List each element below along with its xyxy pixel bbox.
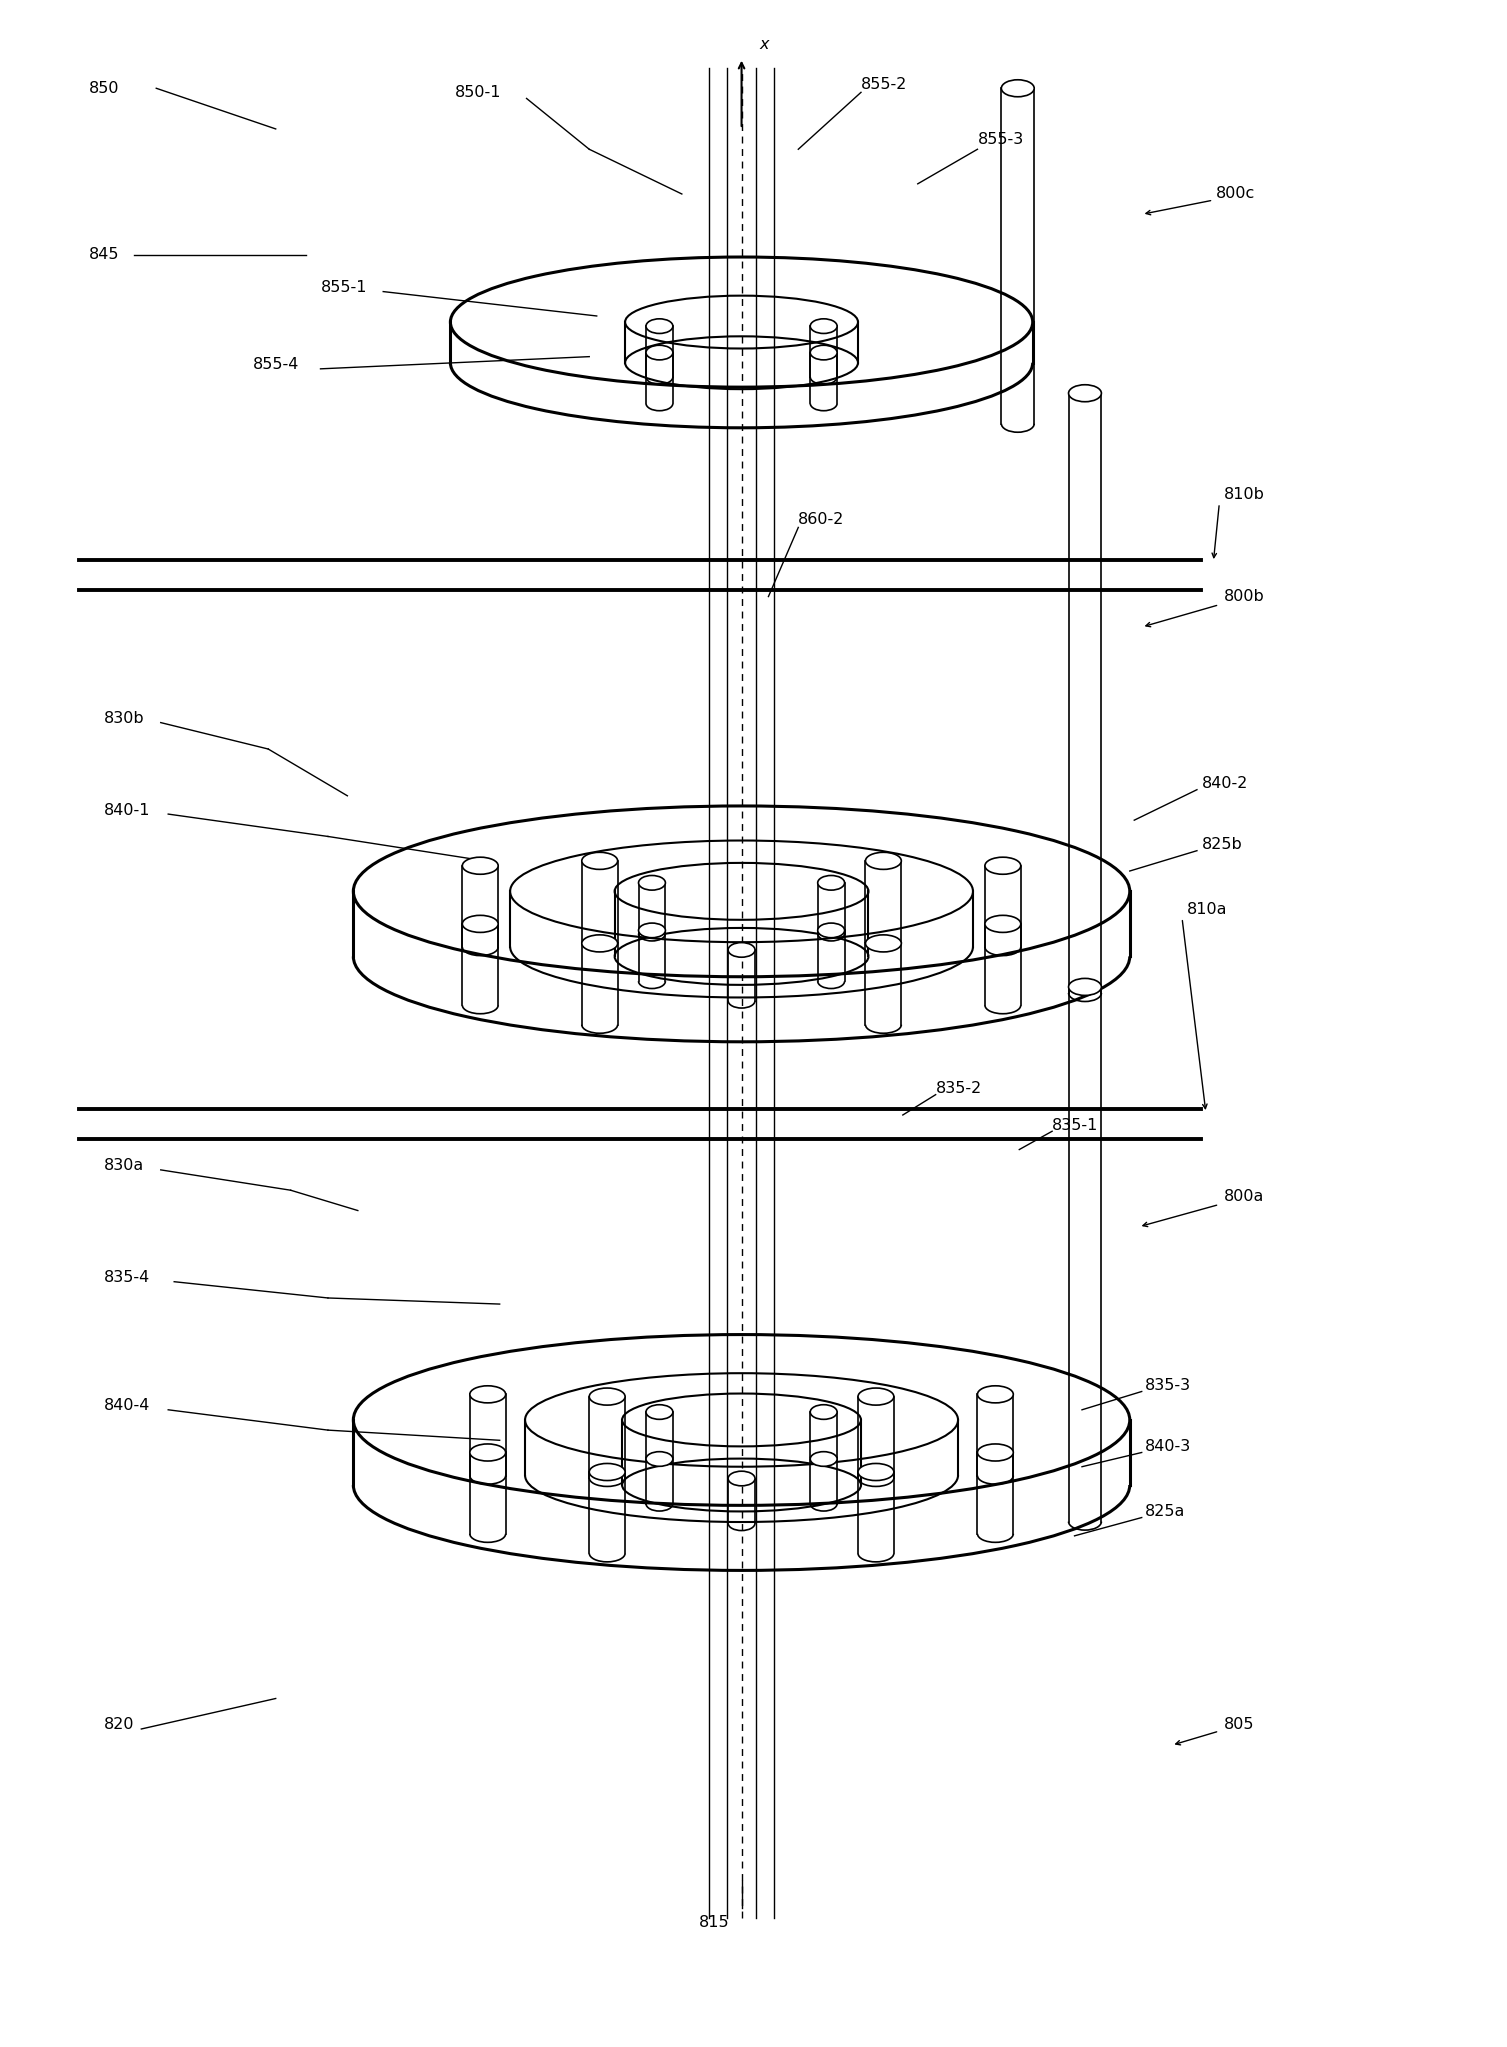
Text: 825b: 825b <box>1201 837 1242 852</box>
Ellipse shape <box>728 1472 755 1486</box>
Text: 815: 815 <box>699 1914 729 1930</box>
Ellipse shape <box>865 935 901 952</box>
Ellipse shape <box>639 876 666 890</box>
Ellipse shape <box>818 876 844 890</box>
Text: 840-1: 840-1 <box>104 802 151 817</box>
Ellipse shape <box>865 852 901 870</box>
Ellipse shape <box>811 346 836 360</box>
Text: 855-1: 855-1 <box>321 280 368 295</box>
Ellipse shape <box>1068 385 1102 401</box>
Ellipse shape <box>818 923 844 938</box>
Ellipse shape <box>582 852 618 870</box>
Text: 860-2: 860-2 <box>799 512 844 526</box>
Ellipse shape <box>470 1386 506 1402</box>
Text: 850-1: 850-1 <box>455 84 502 100</box>
Ellipse shape <box>857 1388 894 1404</box>
Text: 840-2: 840-2 <box>1201 776 1248 790</box>
Text: 800a: 800a <box>1224 1189 1264 1204</box>
Text: x: x <box>760 37 769 51</box>
Ellipse shape <box>463 858 499 874</box>
Ellipse shape <box>647 1404 672 1419</box>
Text: 855-3: 855-3 <box>978 131 1023 147</box>
Ellipse shape <box>811 319 836 334</box>
Text: 830b: 830b <box>104 710 145 727</box>
Ellipse shape <box>986 915 1020 933</box>
Ellipse shape <box>639 923 666 938</box>
Text: 830a: 830a <box>104 1159 145 1173</box>
Text: 835-3: 835-3 <box>1145 1378 1191 1392</box>
Text: 800b: 800b <box>1224 590 1264 604</box>
Text: 855-2: 855-2 <box>860 76 907 92</box>
Ellipse shape <box>978 1386 1013 1402</box>
Ellipse shape <box>1068 978 1102 995</box>
Ellipse shape <box>978 1443 1013 1462</box>
Ellipse shape <box>811 1451 836 1466</box>
Text: 840-4: 840-4 <box>104 1398 151 1412</box>
Text: 855-4: 855-4 <box>253 358 300 373</box>
Ellipse shape <box>589 1388 625 1404</box>
Text: 805: 805 <box>1224 1717 1254 1732</box>
Ellipse shape <box>589 1464 625 1480</box>
Ellipse shape <box>582 935 618 952</box>
Text: 800c: 800c <box>1216 186 1255 201</box>
Ellipse shape <box>728 942 755 958</box>
Text: 835-4: 835-4 <box>104 1269 151 1286</box>
Ellipse shape <box>647 1451 672 1466</box>
Text: 840-3: 840-3 <box>1145 1439 1191 1453</box>
Text: 810b: 810b <box>1224 487 1264 502</box>
Ellipse shape <box>647 319 672 334</box>
Ellipse shape <box>857 1464 894 1480</box>
Text: 820: 820 <box>104 1717 134 1732</box>
Ellipse shape <box>463 915 499 933</box>
Text: 845: 845 <box>89 248 119 262</box>
Text: 825a: 825a <box>1145 1505 1185 1519</box>
Text: 835-2: 835-2 <box>936 1081 983 1095</box>
Ellipse shape <box>811 1404 836 1419</box>
Ellipse shape <box>1001 80 1034 96</box>
Text: 850: 850 <box>89 80 119 96</box>
Text: 835-1: 835-1 <box>1052 1118 1099 1132</box>
Ellipse shape <box>986 858 1020 874</box>
Ellipse shape <box>647 346 672 360</box>
Text: 810a: 810a <box>1186 903 1227 917</box>
Ellipse shape <box>470 1443 506 1462</box>
